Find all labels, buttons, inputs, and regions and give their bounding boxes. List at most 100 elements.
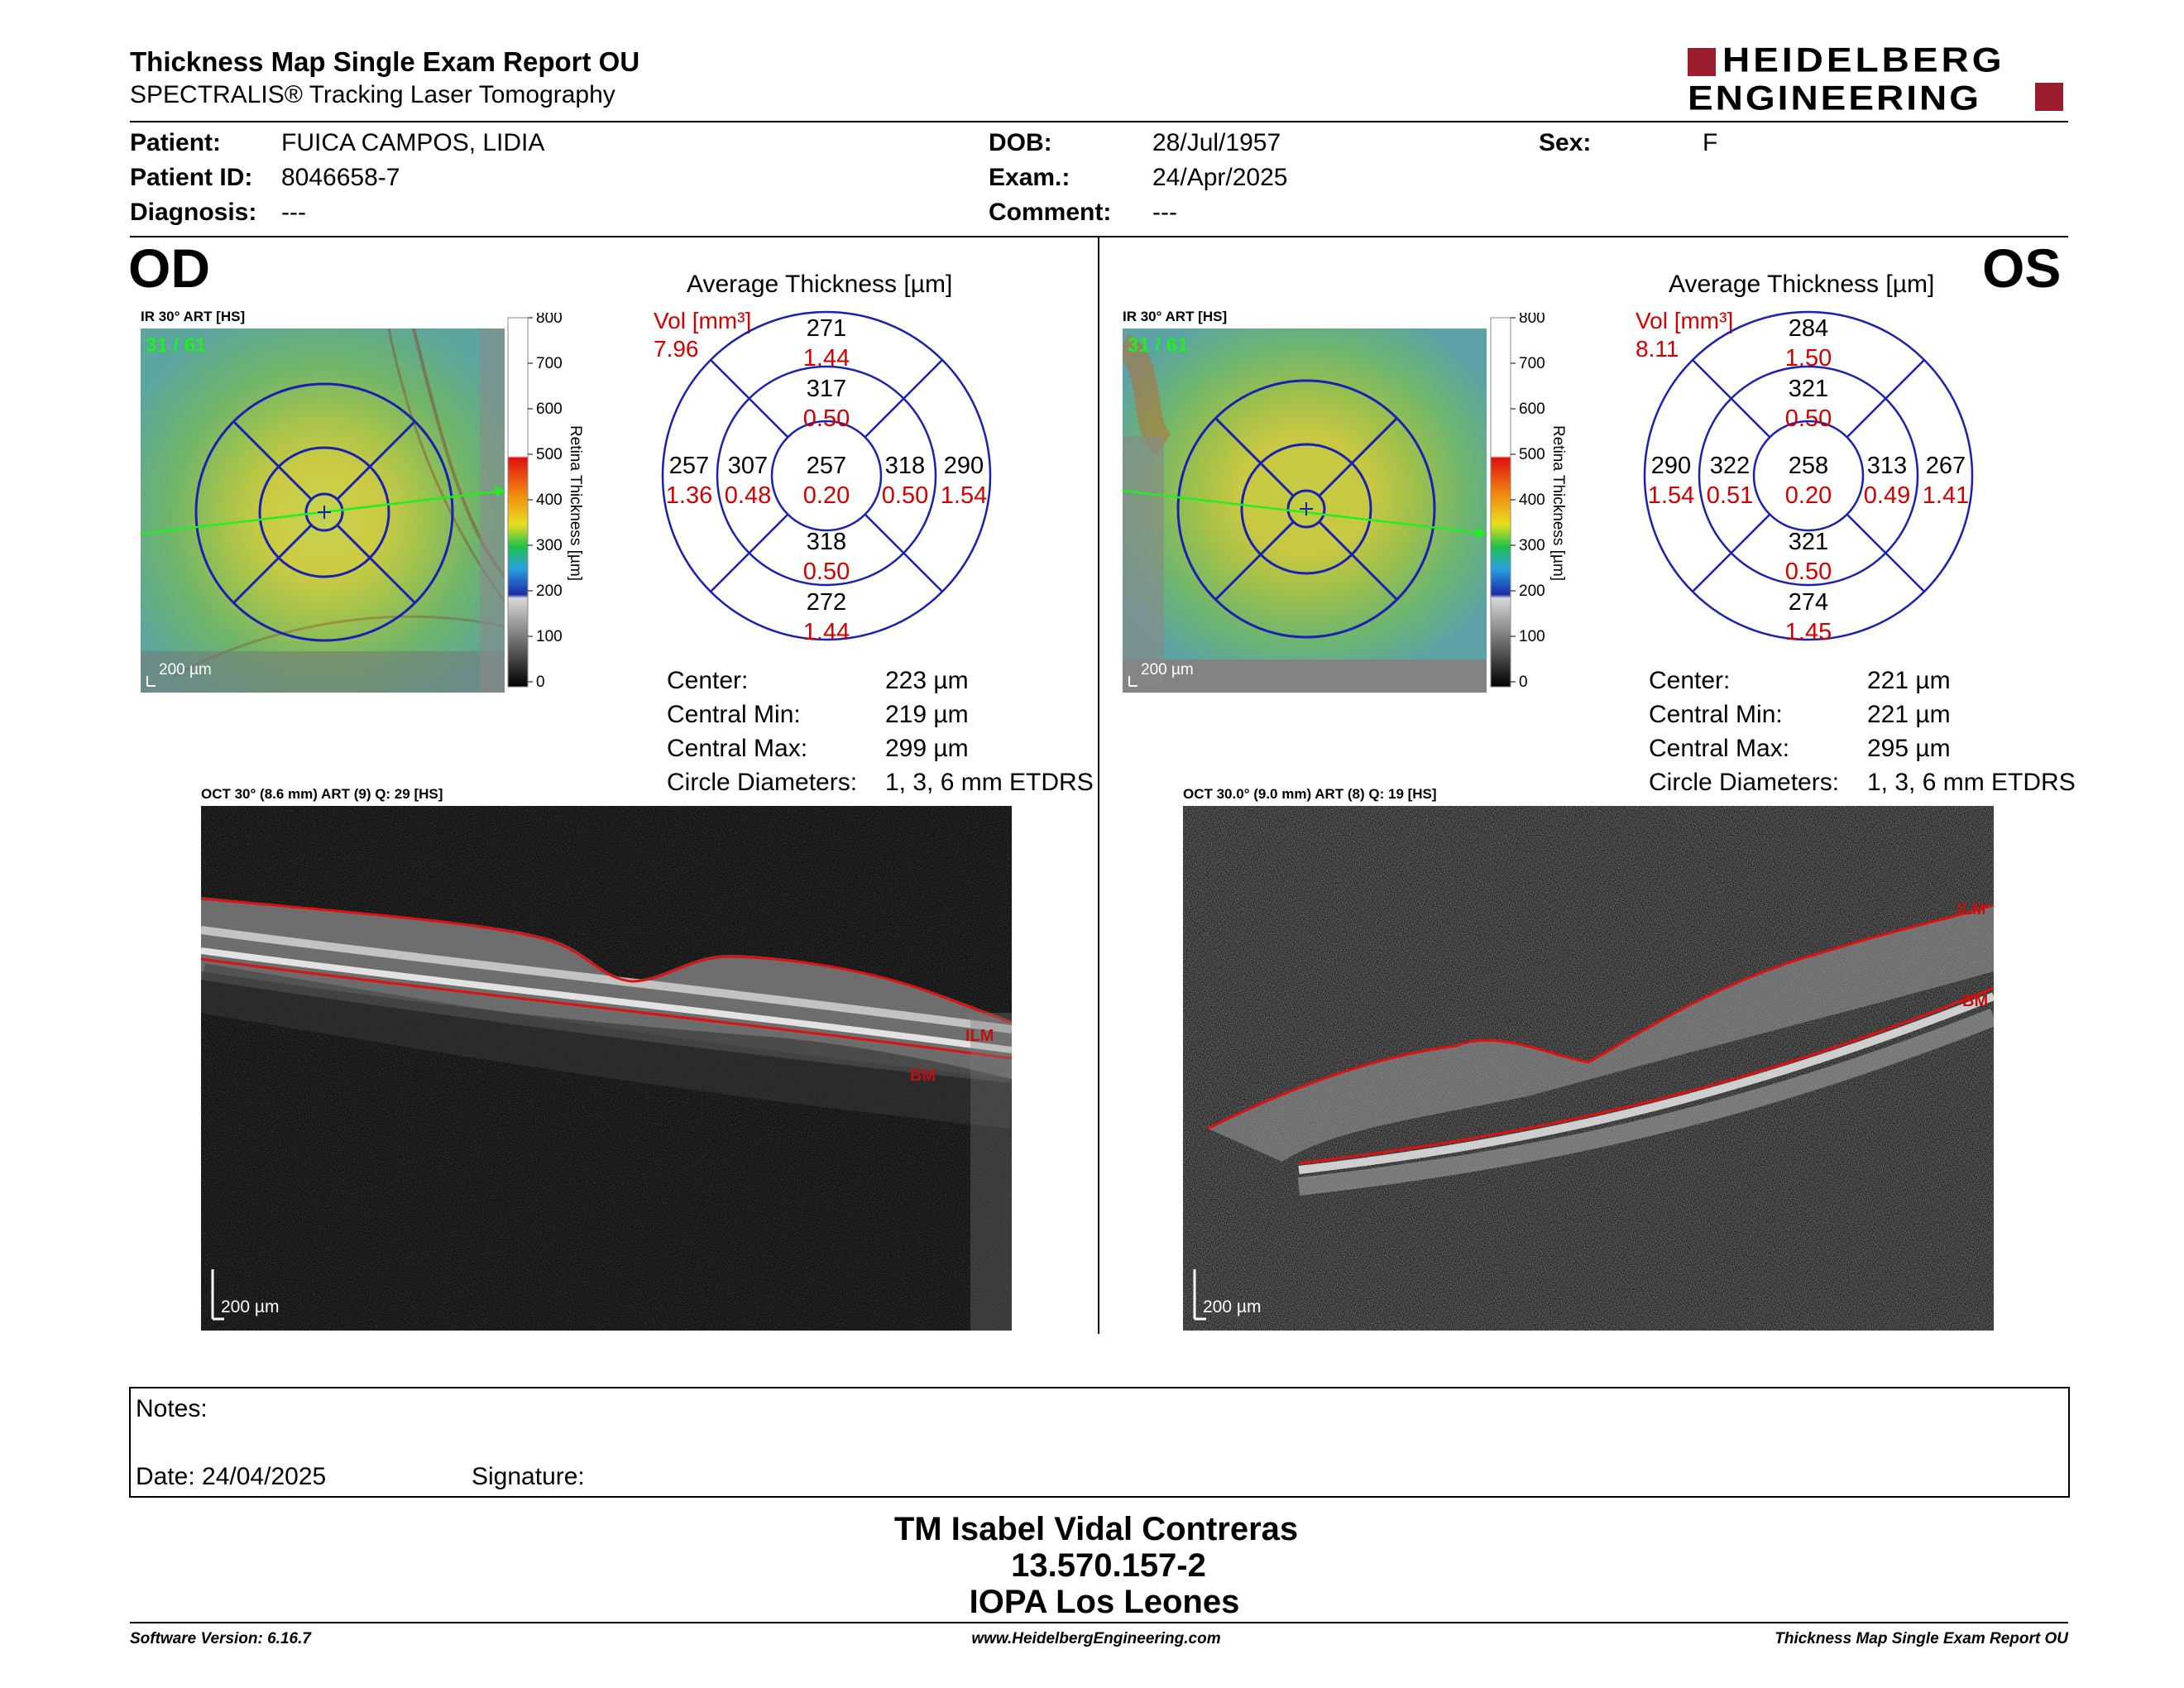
header-divider (130, 121, 2068, 122)
dob-label: DOB: (989, 129, 1052, 156)
eye-divider (1098, 237, 1099, 1334)
notes-date: Date: 24/04/2025 (136, 1463, 327, 1490)
diagnosis-label: Diagnosis: (130, 199, 257, 226)
comment-value: --- (1152, 199, 1177, 226)
os-diam-value: 1, 3, 6 mm ETDRS (1867, 769, 2076, 796)
colorbar-tick-label: 700 (1519, 355, 1545, 372)
od-inner-right-volume: 0.50 (882, 482, 928, 509)
os-outer-sup-volume: 1.50 (1785, 345, 1832, 372)
os-colorbar: 800 700 600 500 400 300 200 100 0 Retina Thickne… (1490, 313, 1567, 691)
od-vol-label: Vol [mm³] (654, 308, 752, 333)
os-center-value: 221 µm (1867, 667, 1951, 694)
notes-box: Notes: Date: 24/04/2025 Signature: (129, 1387, 2070, 1498)
colorbar-tick-label: 300 (536, 537, 563, 554)
report-subtitle: SPECTRALIS® Tracking Laser Tomography (130, 81, 615, 108)
colorbar-tick-label: 800 (536, 313, 563, 327)
comment-label: Comment: (989, 199, 1112, 226)
info-divider (130, 236, 2068, 237)
os-outer-left-thickness: 290 (1651, 453, 1691, 479)
od-vol-value: 7.96 (654, 336, 699, 362)
os-eye-label: OS (1982, 237, 2062, 299)
signer-name: TM Isabel Vidal Contreras (893, 1511, 1299, 1547)
footer-software: Software Version: 6.16.7 (130, 1630, 311, 1647)
os-center-volume: 0.20 (1785, 482, 1832, 509)
os-inner-right-volume: 0.49 (1864, 482, 1910, 509)
od-eye-label: OD (128, 237, 210, 299)
os-bm-label: BM (1962, 992, 1988, 1010)
colorbar-tick-label: 0 (536, 674, 545, 691)
logo-line2: ENGINEERING (1688, 78, 1982, 117)
os-diam-label: Circle Diameters: (1649, 769, 1840, 796)
od-center-value: 223 µm (885, 667, 969, 694)
od-inner-right-thickness: 318 (885, 453, 925, 479)
od-oct-label: OCT 30° (8.6 mm) ART (9) Q: 29 [HS] (201, 786, 443, 802)
os-ilm-label: ILM (1957, 900, 1985, 918)
od-ir-counter: 31 / 61 (146, 334, 206, 357)
colorbar-tick-label: 400 (536, 492, 563, 509)
os-ir-counter: 31 / 61 (1128, 334, 1188, 357)
os-min-value: 221 µm (1867, 701, 1951, 728)
logo-line1: HEIDELBERG (1722, 40, 2005, 79)
od-oct-scale: 200 µm (221, 1297, 279, 1316)
od-inner-left-thickness: 307 (728, 453, 768, 479)
os-outer-inf-volume: 1.45 (1785, 619, 1832, 645)
os-inner-left-volume: 0.51 (1707, 482, 1753, 509)
od-bm-label: BM (910, 1067, 936, 1085)
os-ir-scale: 200 µm (1141, 661, 1194, 679)
footer-divider (130, 1622, 2068, 1623)
diagnosis-value: --- (281, 199, 306, 226)
os-oct-scan: ILM BM 200 µm (1183, 806, 1994, 1331)
od-diam-label: Circle Diameters: (667, 769, 858, 796)
os-etdrs-chart: 284 1.50 321 0.50 258 0.20 322 0.51 313 … (1643, 310, 1974, 645)
os-inner-sup-thickness: 321 (1789, 376, 1828, 402)
od-center-volume: 0.20 (803, 482, 850, 509)
heidelberg-logo: HEIDELBERG ENGINEERING (1688, 41, 2068, 117)
patient-id-label: Patient ID: (130, 164, 253, 191)
colorbar-tick-label: 100 (536, 628, 563, 645)
od-colorbar: 800 700 600 500 400 300 200 100 0 Retina Thickne… (507, 313, 584, 691)
od-oct-scan: ILM BM 200 µm (201, 806, 1012, 1331)
os-oct-label: OCT 30.0° (9.0 mm) ART (8) Q: 19 [HS] (1183, 786, 1437, 802)
od-inner-left-volume: 0.48 (725, 482, 771, 509)
colorbar-tick-label: 600 (1519, 400, 1545, 418)
colorbar-tick-label: 400 (1519, 492, 1545, 509)
od-outer-sup-volume: 1.44 (803, 345, 850, 372)
od-outer-left-thickness: 257 (669, 453, 709, 479)
os-outer-inf-thickness: 274 (1789, 589, 1828, 616)
od-outer-inf-volume: 1.44 (803, 619, 850, 645)
od-inner-inf-thickness: 318 (807, 529, 846, 555)
footer-report-name: Thickness Map Single Exam Report OU (1774, 1630, 2068, 1647)
od-outer-right-thickness: 290 (944, 453, 984, 479)
od-center-thickness: 257 (807, 453, 846, 479)
od-min-value: 219 µm (885, 701, 969, 728)
os-center-thickness: 258 (1789, 453, 1828, 479)
od-outer-left-volume: 1.36 (666, 482, 712, 509)
os-vol-value: 8.11 (1636, 336, 1679, 362)
colorbar-tick-label: 0 (1519, 674, 1528, 691)
od-thickness-map: 31 / 61 200 µm (141, 328, 505, 693)
colorbar-tick-label: 300 (1519, 537, 1545, 554)
colorbar-tick-label: 700 (536, 355, 563, 372)
os-thickness-map: 31 / 61 200 µm (1123, 328, 1487, 693)
od-ir-scale: 200 µm (159, 661, 212, 679)
od-colorbar-label: Retina Thickness [µm] (567, 425, 584, 581)
od-ilm-label: ILM (965, 1027, 994, 1045)
os-inner-left-thickness: 322 (1710, 453, 1750, 479)
os-inner-inf-thickness: 321 (1789, 529, 1828, 555)
os-outer-right-volume: 1.41 (1923, 482, 1969, 509)
od-inner-sup-thickness: 317 (807, 376, 846, 402)
od-outer-right-volume: 1.54 (941, 482, 987, 509)
os-colorbar-label: Retina Thickness [µm] (1549, 425, 1567, 581)
colorbar-tick-label: 200 (1519, 583, 1545, 600)
os-outer-sup-thickness: 284 (1789, 315, 1828, 342)
footer-url: www.HeidelbergEngineering.com (971, 1630, 1221, 1647)
os-outer-left-volume: 1.54 (1648, 482, 1694, 509)
patient-value: FUICA CAMPOS, LIDIA (281, 129, 545, 156)
od-ir-label: IR 30° ART [HS] (141, 309, 246, 324)
os-outer-right-thickness: 267 (1926, 453, 1966, 479)
colorbar-tick-label: 100 (1519, 628, 1545, 645)
od-etdrs-chart: 271 1.44 317 0.50 257 0.20 307 0.48 318 … (661, 310, 992, 645)
colorbar-tick-label: 800 (1519, 313, 1545, 327)
od-max-value: 299 µm (885, 735, 969, 762)
os-vol-label: Vol [mm³] (1636, 308, 1734, 333)
